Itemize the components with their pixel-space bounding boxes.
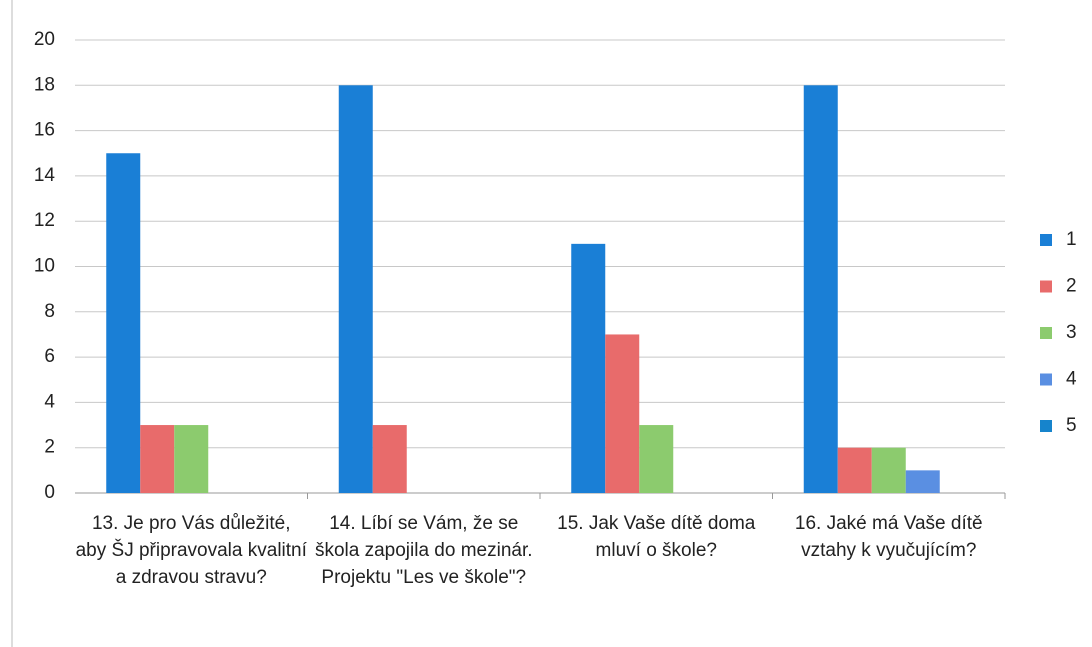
y-tick-label: 8 bbox=[44, 301, 55, 322]
legend-label: 3 bbox=[1066, 322, 1077, 343]
y-tick-label: 2 bbox=[44, 437, 55, 458]
bar bbox=[803, 85, 838, 494]
y-tick-label: 20 bbox=[34, 29, 55, 50]
y-tick-label: 18 bbox=[34, 74, 55, 95]
y-tick-label: 10 bbox=[34, 256, 55, 277]
legend-label: 1 bbox=[1066, 229, 1077, 250]
x-tick-label: 15. Jak Vaše dítě doma mluví o škole? bbox=[557, 513, 756, 561]
legend-swatch bbox=[1040, 280, 1052, 293]
y-tick-label: 0 bbox=[44, 482, 55, 503]
legend-label: 4 bbox=[1066, 369, 1077, 390]
legend-swatch bbox=[1040, 420, 1052, 432]
x-tick-label: 16. Jaké má Vaše dítě vztahy k vyučující… bbox=[794, 513, 983, 561]
y-tick-label: 12 bbox=[34, 210, 55, 231]
x-tick-label: 13. Je pro Vás důležité, aby ŠJ připravo… bbox=[75, 513, 307, 588]
bar bbox=[905, 470, 940, 493]
legend-swatch bbox=[1040, 234, 1052, 246]
bar bbox=[174, 425, 209, 493]
legend-swatch bbox=[1040, 327, 1052, 339]
bar bbox=[837, 447, 872, 493]
bar bbox=[639, 425, 674, 493]
bar bbox=[338, 85, 373, 494]
y-tick-label: 16 bbox=[34, 120, 55, 141]
bar bbox=[140, 425, 175, 493]
x-tick-label: 14. Líbí se Vám, že se škola zapojila do… bbox=[314, 513, 533, 588]
bar bbox=[571, 243, 606, 493]
bar bbox=[372, 425, 407, 493]
legend-swatch bbox=[1040, 373, 1052, 386]
bar bbox=[871, 447, 906, 493]
y-tick-label: 6 bbox=[44, 346, 55, 367]
legend-label: 2 bbox=[1066, 276, 1077, 297]
bar bbox=[605, 334, 640, 493]
legend-label: 5 bbox=[1066, 415, 1077, 436]
bar bbox=[106, 153, 141, 493]
y-tick-label: 14 bbox=[34, 165, 56, 186]
y-tick-label: 4 bbox=[44, 391, 55, 412]
